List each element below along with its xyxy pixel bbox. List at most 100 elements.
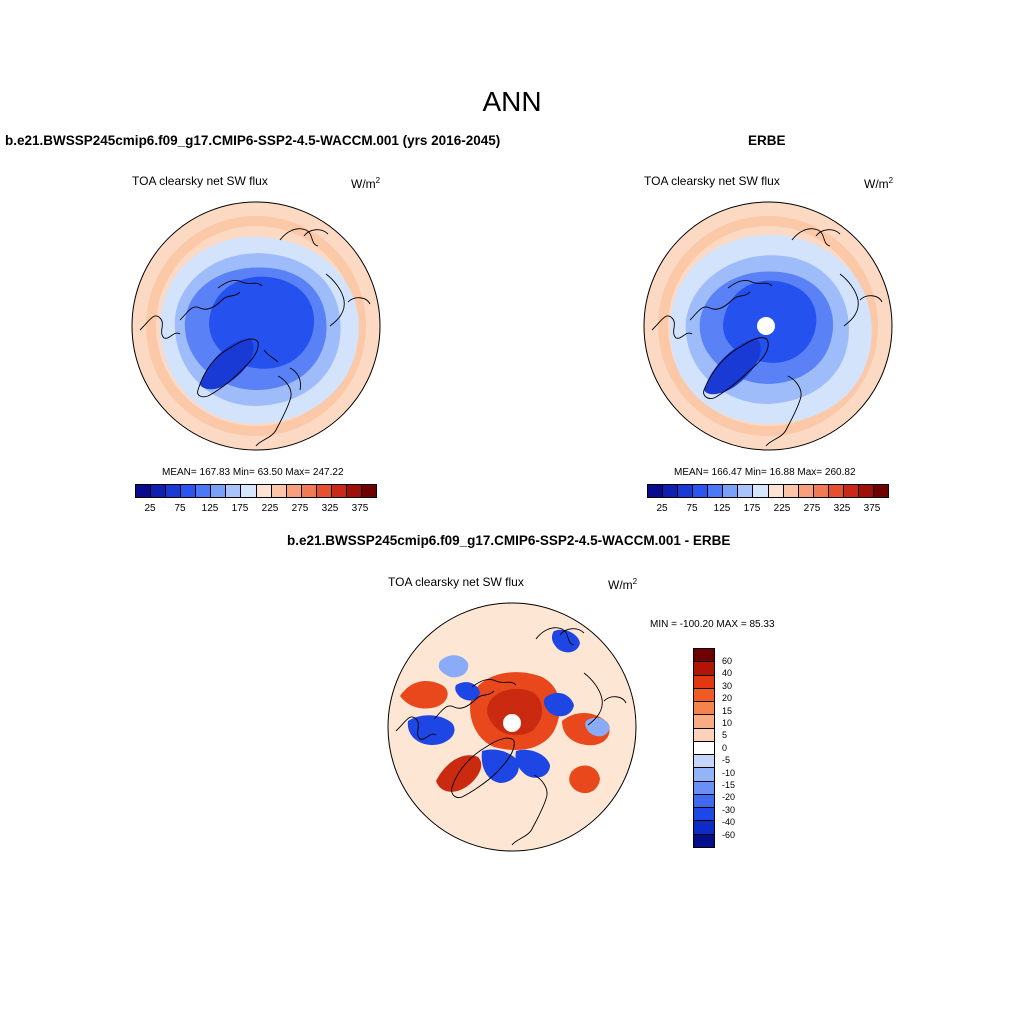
colorbar-tick-label: 125 [201, 503, 219, 514]
panel1-statistics: MEAN= 167.83 Min= 63.50 Max= 247.22 [162, 467, 344, 478]
colorbar-tick-label: 275 [803, 503, 821, 514]
colorbar-tick-label: 175 [743, 503, 761, 514]
panel3-southeast-positive [569, 765, 600, 794]
colorbar-swatch [301, 485, 317, 497]
colorbar-swatch [693, 485, 709, 497]
panel3-east-negative [543, 692, 574, 717]
colorbar-swatch [694, 755, 714, 769]
panel3-greenland-negative [455, 682, 480, 701]
colorbar-swatch [181, 485, 197, 497]
panel3-west-negative [407, 715, 455, 745]
colorbar-tick-label: 40 [722, 668, 733, 679]
colorbar-swatch [708, 485, 724, 497]
colorbar-tick-label: -15 [722, 780, 736, 790]
colorbar-swatch [663, 485, 679, 497]
colorbar-swatch [331, 485, 347, 497]
colorbar-swatch [166, 485, 182, 497]
colorbar-swatch [694, 768, 714, 782]
colorbar-tick-label: 325 [321, 503, 339, 514]
panel2-case-title: ERBE [748, 133, 786, 148]
colorbar-swatch [678, 485, 694, 497]
colorbar-tick-label: -60 [722, 829, 736, 840]
colorbar-tick-label: 225 [261, 503, 279, 514]
colorbar-tick-label: -30 [722, 804, 736, 815]
panel2-coastlines [651, 228, 883, 447]
panel2-units: W/m2 [864, 176, 894, 191]
colorbar-tick-label: -5 [722, 755, 731, 766]
panel2-colorbar [647, 484, 889, 498]
panel2-polar-map [643, 201, 893, 451]
colorbar-swatch [694, 781, 714, 795]
panel1-units: W/m2 [351, 176, 381, 191]
panel2-statistics: MEAN= 166.47 Min= 16.88 Max= 260.82 [674, 467, 856, 478]
panel1-coastlines [139, 228, 371, 447]
panel2-variable-label: TOA clearsky net SW flux [644, 174, 780, 188]
panel3-polar-hole [503, 714, 521, 732]
colorbar-swatch [694, 741, 714, 756]
colorbar-swatch [694, 715, 714, 729]
panel3-west-positive [400, 680, 448, 709]
panel3-case-title: b.e21.BWSSP245cmip6.f09_g17.CMIP6-SSP2-4… [287, 533, 731, 548]
panel3-colorbar [693, 648, 715, 848]
panel3-variable-label: TOA clearsky net SW flux [388, 575, 524, 589]
panel2-polar-hole [757, 317, 775, 335]
colorbar-swatch [346, 485, 362, 497]
colorbar-swatch [648, 485, 664, 497]
colorbar-tick-label: 125 [713, 503, 731, 514]
panel3-coastlines [395, 627, 627, 846]
panel3-northwest-negative [438, 655, 469, 678]
colorbar-swatch [694, 728, 714, 742]
panel3-south-negative-2 [515, 749, 550, 778]
colorbar-tick-label: 0 [722, 742, 728, 753]
colorbar-tick-label: 25 [656, 503, 668, 514]
panel3-map-border [387, 602, 637, 852]
colorbar-tick-label: 325 [833, 503, 851, 514]
colorbar-tick-label: 375 [351, 503, 369, 514]
colorbar-swatch [858, 485, 874, 497]
colorbar-swatch [694, 675, 714, 689]
colorbar-swatch [196, 485, 212, 497]
colorbar-tick-label: 75 [686, 503, 698, 514]
colorbar-tick-label: 15 [722, 705, 733, 716]
colorbar-tick-label: 25 [144, 503, 156, 514]
panel3-units: W/m2 [608, 577, 638, 592]
colorbar-tick-label: 10 [722, 718, 733, 728]
colorbar-tick-label: -20 [722, 792, 736, 803]
colorbar-tick-label: 375 [863, 503, 881, 514]
colorbar-tick-label: 175 [231, 503, 249, 514]
colorbar-swatch [694, 794, 714, 809]
figure-title: ANN [482, 86, 542, 117]
colorbar-swatch [798, 485, 814, 497]
colorbar-swatch [873, 485, 888, 497]
panel2-map-border [643, 201, 893, 451]
panel1-variable-label: TOA clearsky net SW flux [132, 174, 268, 188]
panel3-central-core [487, 688, 543, 736]
panel3-min-max: MIN = -100.20 MAX = 85.33 [650, 619, 775, 630]
colorbar-tick-label: 30 [722, 680, 733, 691]
colorbar-swatch [136, 485, 152, 497]
colorbar-swatch [813, 485, 829, 497]
colorbar-tick-label: 225 [773, 503, 791, 514]
colorbar-swatch [843, 485, 859, 497]
panel2-greenland-region [704, 338, 761, 395]
colorbar-tick-label: -40 [722, 817, 736, 828]
panel3-north-negative [551, 629, 580, 653]
colorbar-swatch [694, 662, 714, 676]
colorbar-tick-label: 75 [174, 503, 186, 514]
panel1-greenland-region [200, 338, 254, 390]
colorbar-swatch [828, 485, 844, 497]
colorbar-swatch [316, 485, 332, 497]
panel3-polar-map [387, 602, 637, 852]
panel1-map-border [131, 201, 381, 451]
colorbar-tick-label: -10 [722, 767, 736, 778]
colorbar-swatch [151, 485, 167, 497]
colorbar-swatch [694, 821, 714, 835]
panel1-case-title: b.e21.BWSSP245cmip6.f09_g17.CMIP6-SSP2-4… [5, 133, 501, 148]
colorbar-swatch [694, 649, 714, 663]
colorbar-swatch [753, 485, 769, 497]
panel1-polar-map [131, 201, 381, 451]
colorbar-swatch [783, 485, 799, 497]
colorbar-swatch [694, 834, 714, 847]
colorbar-tick-label: 60 [722, 656, 733, 666]
colorbar-swatch [361, 485, 376, 497]
